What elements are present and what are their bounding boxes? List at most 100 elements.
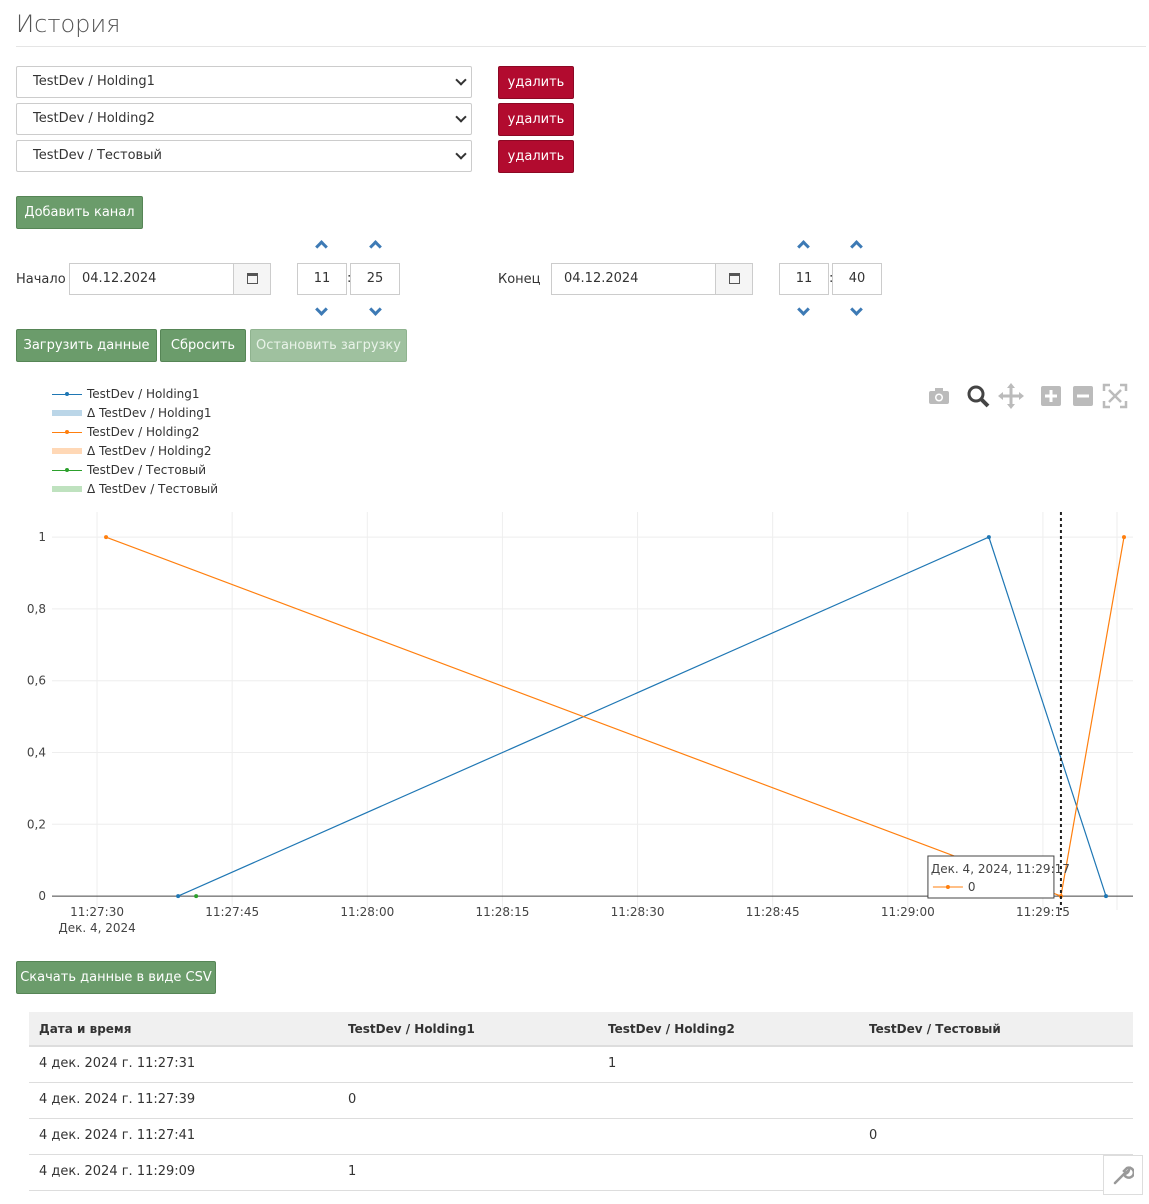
column-header[interactable]: TestDev / Holding2 (608, 1022, 735, 1036)
remove-channel-2-button[interactable]: удалить (498, 103, 574, 136)
legend-label: TestDev / Holding1 (87, 387, 200, 401)
hover-tooltip (927, 855, 1055, 899)
end-calendar-button[interactable] (715, 263, 753, 295)
column-header[interactable]: TestDev / Holding1 (348, 1022, 475, 1036)
legend-label: Δ TestDev / Holding1 (87, 406, 212, 420)
x-tick-label: 11:27:30 (70, 905, 124, 919)
channel-select-value: TestDev / Тестовый (33, 148, 162, 163)
history-table: Дата и время TestDev / Holding1 TestDev … (29, 1012, 1133, 1191)
channel-select-value: TestDev / Holding2 (33, 111, 155, 126)
start-hour-up-icon[interactable] (315, 240, 328, 253)
download-csv-button[interactable]: Скачать данные в виде CSV (16, 961, 216, 994)
end-hour-input[interactable]: 11 (779, 263, 829, 295)
start-hour-input[interactable]: 11 (297, 263, 347, 295)
autoscale-icon[interactable] (1102, 383, 1128, 409)
title-divider (16, 46, 1146, 47)
x-tick-label: 11:28:00 (340, 905, 394, 919)
x-tick-label: 11:29:15 (1016, 905, 1070, 919)
series-line (105, 536, 1125, 897)
end-hour-up-icon[interactable] (797, 240, 810, 253)
remove-channel-1-button[interactable]: удалить (498, 66, 574, 99)
start-date-input[interactable]: 04.12.2024 (69, 263, 234, 295)
history-chart[interactable]: 11:27:30 11:27:45 11:28:00 11:28:15 11:28:30… (0, 500, 1149, 945)
legend-label: TestDev / Тестовый (87, 463, 207, 477)
load-data-button[interactable]: Загрузить данные (16, 329, 157, 362)
legend-label: TestDev / Holding2 (87, 425, 200, 439)
start-minute-down-icon[interactable] (369, 303, 382, 316)
zoom-out-icon[interactable] (1070, 383, 1096, 409)
y-tick-label: 0 (38, 889, 46, 903)
y-tick-label: 0,2 (27, 817, 46, 831)
end-date-input[interactable]: 04.12.2024 (551, 263, 716, 295)
y-tick-label: 0,4 (27, 746, 46, 760)
table-row: 4 дек. 2024 г. 11:27:31 1 (29, 1047, 1133, 1083)
y-tick-label: 1 (38, 530, 46, 544)
time-separator: : (829, 271, 833, 286)
end-label: Конец (498, 272, 541, 287)
calendar-icon (247, 273, 258, 284)
x-tick-label: 11:28:30 (611, 905, 665, 919)
end-minute-down-icon[interactable] (850, 303, 863, 316)
start-minute-up-icon[interactable] (369, 240, 382, 253)
camera-icon[interactable] (926, 383, 952, 409)
table-row: 4 дек. 2024 г. 11:29:09 1 (29, 1155, 1133, 1191)
add-channel-button[interactable]: Добавить канал (16, 196, 143, 229)
cell-datetime: 4 дек. 2024 г. 11:27:31 (39, 1056, 196, 1071)
zoom-icon[interactable] (965, 383, 991, 409)
start-calendar-button[interactable] (233, 263, 271, 295)
data-point (176, 894, 181, 899)
start-hour-down-icon[interactable] (315, 303, 328, 316)
legend-band-swatch (52, 410, 82, 416)
cell-datetime: 4 дек. 2024 г. 11:27:39 (39, 1092, 196, 1107)
time-separator: : (347, 271, 351, 286)
x-tick-label: 11:27:45 (205, 905, 259, 919)
end-minute-input[interactable]: 40 (832, 263, 882, 295)
channel-select-2[interactable]: TestDev / Holding2 (16, 103, 472, 135)
chevron-down-icon (455, 148, 467, 160)
data-point (104, 535, 109, 540)
legend-marker (65, 468, 69, 472)
legend-band-swatch (52, 448, 82, 454)
wrench-icon (1113, 1166, 1136, 1185)
column-header[interactable]: TestDev / Тестовый (869, 1022, 1001, 1036)
legend-label: Δ TestDev / Holding2 (87, 444, 212, 458)
data-point (194, 894, 199, 899)
hover-tooltip-title: Дек. 4, 2024, 11:29:17 (931, 862, 1070, 876)
chevron-down-icon (455, 111, 467, 123)
data-point (986, 535, 991, 540)
channel-select-value: TestDev / Holding1 (33, 74, 155, 89)
cell-value: 0 (869, 1128, 878, 1143)
stop-loading-button[interactable]: Остановить загрузку (250, 329, 407, 362)
table-header: Дата и время TestDev / Holding1 TestDev … (29, 1012, 1133, 1047)
chevron-down-icon (455, 74, 467, 86)
column-header[interactable]: Дата и время (39, 1022, 132, 1036)
table-row: 4 дек. 2024 г. 11:27:39 0 (29, 1083, 1133, 1119)
legend-band-swatch (52, 486, 82, 492)
reset-button[interactable]: Сбросить (160, 329, 246, 362)
series-line (177, 536, 1107, 897)
data-point (1103, 894, 1108, 899)
page-title: История (16, 10, 121, 38)
hover-tooltip-value: 0 (968, 880, 976, 894)
x-date-label: Дек. 4, 2024 (58, 921, 135, 935)
x-tick-label: 11:28:45 (746, 905, 800, 919)
channel-select-3[interactable]: TestDev / Тестовый (16, 140, 472, 172)
start-minute-input[interactable]: 25 (350, 263, 400, 295)
legend-marker (65, 430, 69, 434)
y-tick-label: 0,6 (27, 674, 46, 688)
end-hour-down-icon[interactable] (797, 303, 810, 316)
hover-tooltip-marker (945, 885, 950, 889)
calendar-icon (729, 273, 740, 284)
start-label: Начало (16, 272, 66, 287)
zoom-in-icon[interactable] (1038, 383, 1064, 409)
cell-datetime: 4 дек. 2024 г. 11:29:09 (39, 1164, 196, 1179)
cell-datetime: 4 дек. 2024 г. 11:27:41 (39, 1128, 196, 1143)
pan-icon[interactable] (998, 383, 1024, 409)
x-tick-label: 11:28:15 (475, 905, 529, 919)
end-minute-up-icon[interactable] (850, 240, 863, 253)
remove-channel-3-button[interactable]: удалить (498, 140, 574, 173)
settings-wrench-button[interactable] (1103, 1155, 1143, 1195)
data-point (1121, 535, 1126, 540)
legend-label: Δ TestDev / Тестовый (87, 482, 219, 496)
channel-select-1[interactable]: TestDev / Holding1 (16, 66, 472, 98)
